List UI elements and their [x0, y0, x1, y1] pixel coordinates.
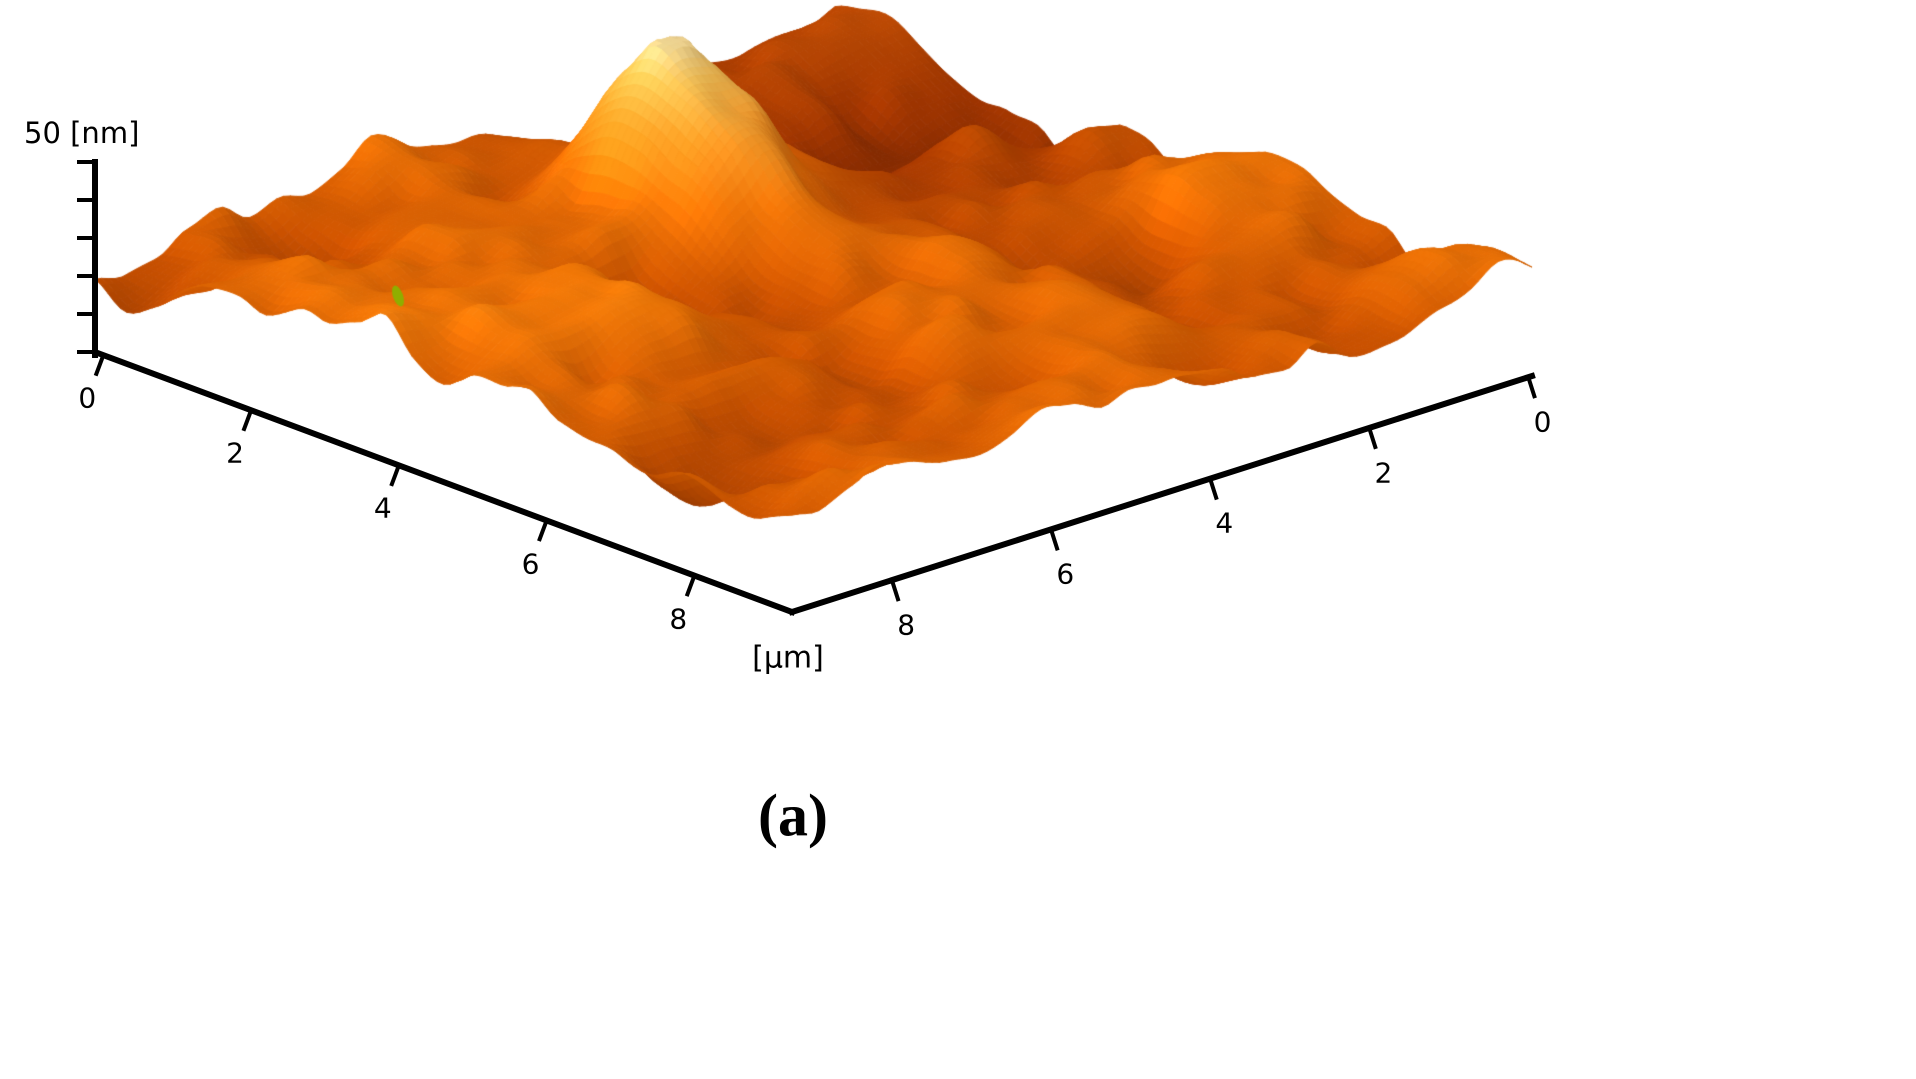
x-tick-label: 4	[373, 491, 392, 525]
x-tick-label: 2	[226, 436, 244, 470]
depth-tick-label: 4	[1215, 506, 1234, 540]
x-axis-unit-label: [µm]	[752, 640, 824, 676]
figure-caption: (a)	[758, 782, 828, 849]
x-tick-label: 6	[521, 547, 540, 581]
depth-tick-label: 8	[897, 608, 916, 642]
x-tick-label: 8	[669, 602, 688, 636]
x-tick-label: 0	[78, 381, 97, 415]
depth-tick-label: 6	[1056, 557, 1075, 591]
depth-tick-label: 2	[1374, 456, 1393, 490]
depth-tick-label: 0	[1533, 405, 1552, 439]
z-axis-label: 50 [nm]	[24, 116, 140, 150]
